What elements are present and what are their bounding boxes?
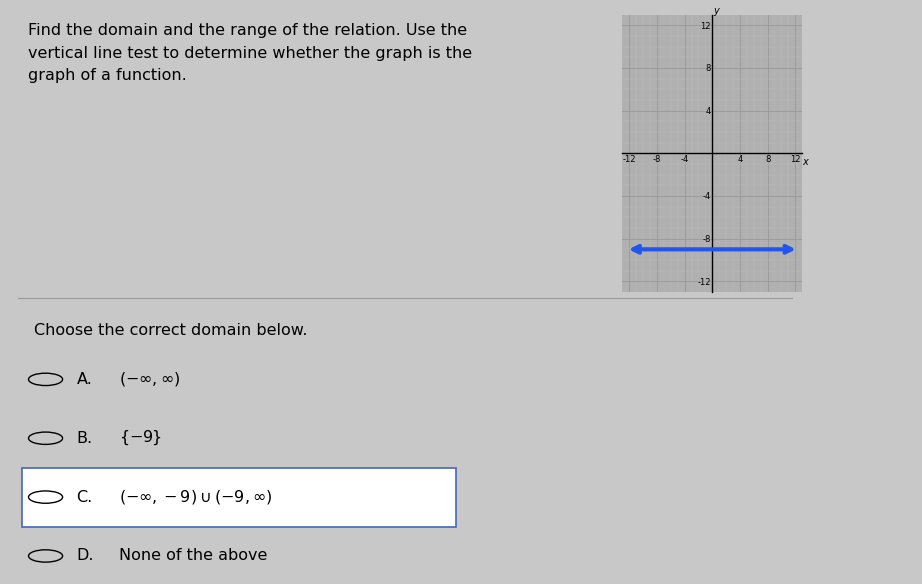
Text: Find the domain and the range of the relation. Use the
vertical line test to det: Find the domain and the range of the rel…	[28, 23, 472, 83]
Text: C.: C.	[77, 489, 93, 505]
Text: B.: B.	[77, 431, 92, 446]
Text: $(-\infty,-9)\cup(-9,\infty)$: $(-\infty,-9)\cup(-9,\infty)$	[119, 488, 273, 506]
FancyBboxPatch shape	[22, 468, 456, 527]
Text: A.: A.	[77, 372, 92, 387]
Text: D.: D.	[77, 548, 94, 564]
Text: x: x	[803, 157, 809, 167]
Text: y: y	[714, 6, 719, 16]
Text: $(-\infty,\infty)$: $(-\infty,\infty)$	[119, 370, 181, 388]
Text: Choose the correct domain below.: Choose the correct domain below.	[34, 324, 307, 338]
Text: $\{-9\}$: $\{-9\}$	[119, 429, 162, 447]
Text: None of the above: None of the above	[119, 548, 267, 564]
